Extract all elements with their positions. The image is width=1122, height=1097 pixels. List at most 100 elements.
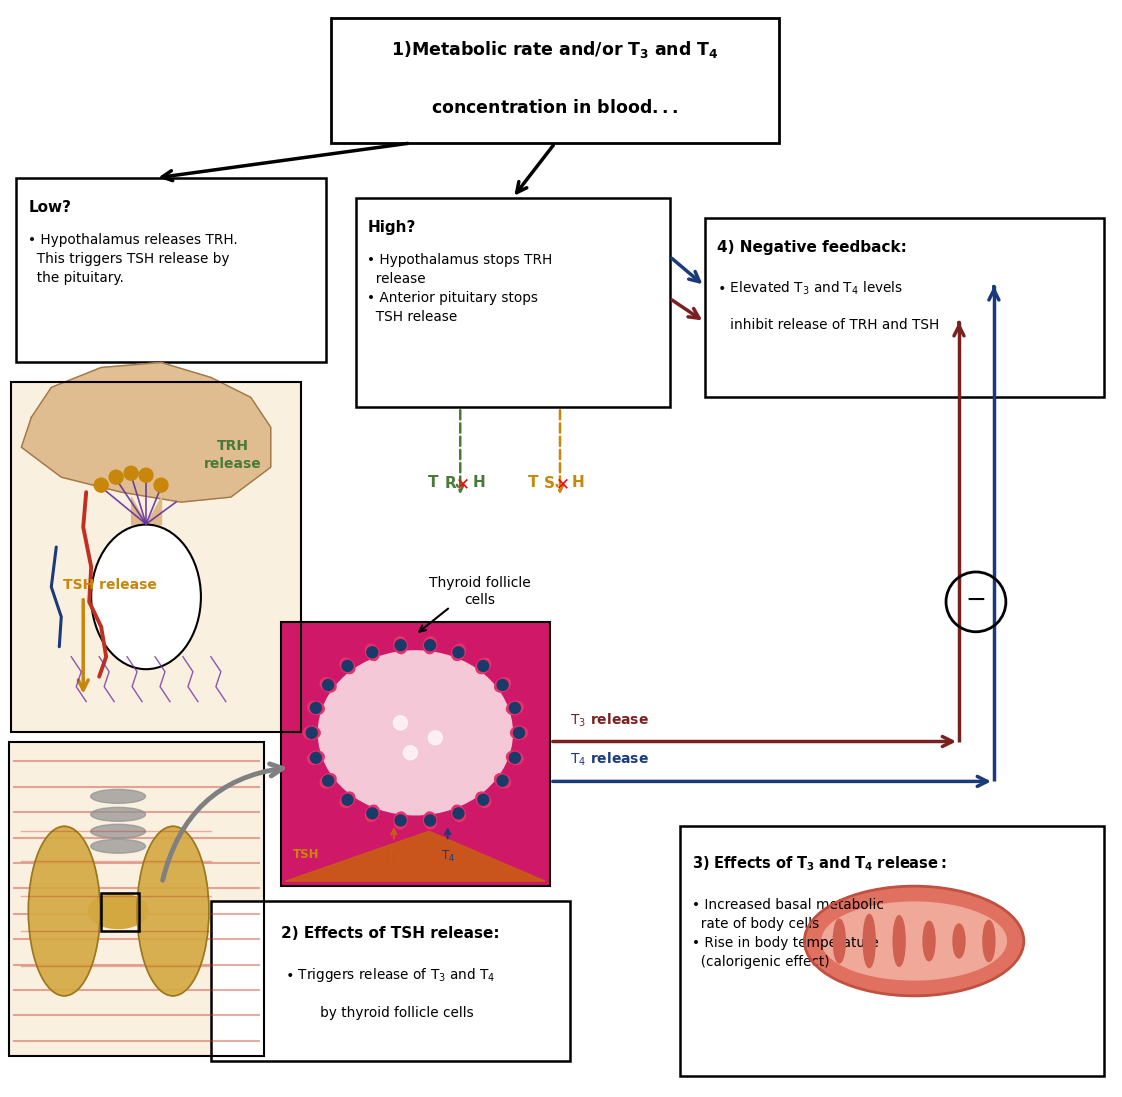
Ellipse shape — [451, 805, 466, 822]
Ellipse shape — [89, 894, 148, 928]
Polygon shape — [21, 362, 270, 502]
Ellipse shape — [91, 524, 201, 669]
Text: 4) Negative feedback:: 4) Negative feedback: — [717, 240, 907, 255]
Ellipse shape — [834, 919, 845, 963]
Circle shape — [514, 727, 525, 738]
Circle shape — [94, 478, 108, 493]
Circle shape — [367, 647, 378, 658]
Text: inhibit release of TRH and TSH: inhibit release of TRH and TSH — [717, 318, 939, 331]
Text: Low?: Low? — [28, 200, 72, 215]
Ellipse shape — [451, 644, 466, 660]
Ellipse shape — [137, 826, 209, 996]
Text: $\mathrm{T_3}$ release: $\mathrm{T_3}$ release — [570, 711, 650, 728]
Circle shape — [424, 815, 435, 826]
Circle shape — [395, 815, 406, 826]
Text: $\bullet$ Triggers release of $\mathrm{T_3}$ and $\mathrm{T_4}$: $\bullet$ Triggers release of $\mathrm{T… — [285, 966, 496, 984]
Text: T: T — [429, 475, 439, 489]
Ellipse shape — [366, 805, 379, 822]
Circle shape — [311, 753, 321, 764]
Text: R: R — [444, 476, 456, 490]
Text: S: S — [544, 476, 555, 490]
Ellipse shape — [340, 658, 355, 674]
Circle shape — [478, 794, 489, 805]
FancyBboxPatch shape — [11, 383, 301, 732]
Circle shape — [109, 471, 123, 484]
Ellipse shape — [307, 751, 324, 765]
Circle shape — [154, 478, 168, 493]
Ellipse shape — [495, 678, 511, 692]
FancyBboxPatch shape — [705, 218, 1104, 397]
Circle shape — [125, 466, 138, 480]
Ellipse shape — [495, 773, 511, 788]
Ellipse shape — [476, 792, 490, 807]
Ellipse shape — [320, 773, 337, 788]
Ellipse shape — [424, 812, 436, 829]
Ellipse shape — [394, 812, 407, 829]
Circle shape — [497, 776, 508, 787]
Text: T: T — [528, 475, 539, 489]
Ellipse shape — [91, 807, 146, 822]
Circle shape — [306, 727, 318, 738]
Ellipse shape — [91, 790, 146, 803]
Text: TRH
release: TRH release — [204, 439, 261, 471]
Text: $\mathrm{T_4}$ release: $\mathrm{T_4}$ release — [570, 751, 650, 768]
Ellipse shape — [476, 658, 490, 674]
Circle shape — [509, 702, 521, 713]
Ellipse shape — [424, 636, 436, 654]
FancyBboxPatch shape — [680, 826, 1104, 1076]
Text: −: − — [965, 588, 986, 612]
Ellipse shape — [506, 751, 523, 765]
Text: by thyroid follicle cells: by thyroid follicle cells — [307, 1006, 473, 1020]
Ellipse shape — [307, 701, 324, 714]
Circle shape — [367, 807, 378, 818]
Text: Thyroid follicle
cells: Thyroid follicle cells — [430, 576, 531, 607]
Text: ✕: ✕ — [457, 475, 470, 494]
Ellipse shape — [923, 921, 935, 961]
Ellipse shape — [511, 726, 527, 739]
Circle shape — [323, 776, 333, 787]
Text: TSH: TSH — [293, 848, 319, 861]
Ellipse shape — [804, 886, 1024, 996]
FancyBboxPatch shape — [17, 178, 325, 362]
Circle shape — [429, 731, 442, 745]
Ellipse shape — [320, 678, 337, 692]
FancyBboxPatch shape — [211, 901, 570, 1061]
Circle shape — [424, 640, 435, 651]
Ellipse shape — [863, 915, 875, 968]
Ellipse shape — [28, 826, 100, 996]
Text: • Hypothalamus stops TRH
  release
• Anterior pituitary stops
  TSH release: • Hypothalamus stops TRH release • Anter… — [368, 252, 553, 324]
Circle shape — [139, 468, 153, 483]
Text: $\mathbf{3)\ Effects\ of\ T_3\ and\ T_4\ release:}$: $\mathbf{3)\ Effects\ of\ T_3\ and\ T_4\… — [691, 855, 946, 873]
Polygon shape — [286, 832, 545, 881]
Ellipse shape — [91, 839, 146, 853]
FancyBboxPatch shape — [280, 622, 550, 886]
Circle shape — [453, 807, 463, 818]
Circle shape — [404, 746, 417, 760]
Circle shape — [342, 660, 353, 671]
Circle shape — [342, 794, 353, 805]
Ellipse shape — [91, 824, 146, 838]
Circle shape — [323, 679, 333, 690]
Ellipse shape — [340, 792, 355, 807]
Circle shape — [395, 640, 406, 651]
Text: 2) Effects of TSH release:: 2) Effects of TSH release: — [282, 926, 499, 941]
Text: H: H — [572, 475, 585, 489]
Ellipse shape — [366, 644, 379, 660]
Text: ✕: ✕ — [557, 475, 570, 494]
Ellipse shape — [303, 726, 320, 739]
Circle shape — [453, 647, 463, 658]
Ellipse shape — [506, 701, 523, 714]
Text: H: H — [472, 475, 485, 489]
Ellipse shape — [394, 636, 407, 654]
FancyBboxPatch shape — [9, 742, 264, 1055]
Text: $\mathrm{T_4}$: $\mathrm{T_4}$ — [441, 849, 454, 863]
Ellipse shape — [893, 916, 905, 966]
Ellipse shape — [821, 902, 1006, 980]
Circle shape — [394, 716, 407, 730]
Text: $\bullet$ Elevated $\mathrm{T_3}$ and $\mathrm{T_4}$ levels: $\bullet$ Elevated $\mathrm{T_3}$ and $\… — [717, 280, 903, 297]
Text: $\mathbf{1) Metabolic\ rate\ and/or\ T_3\ and\ T_4}$: $\mathbf{1) Metabolic\ rate\ and/or\ T_3… — [392, 39, 718, 60]
Circle shape — [478, 660, 489, 671]
Ellipse shape — [953, 924, 965, 958]
Circle shape — [509, 753, 521, 764]
Ellipse shape — [983, 920, 995, 962]
